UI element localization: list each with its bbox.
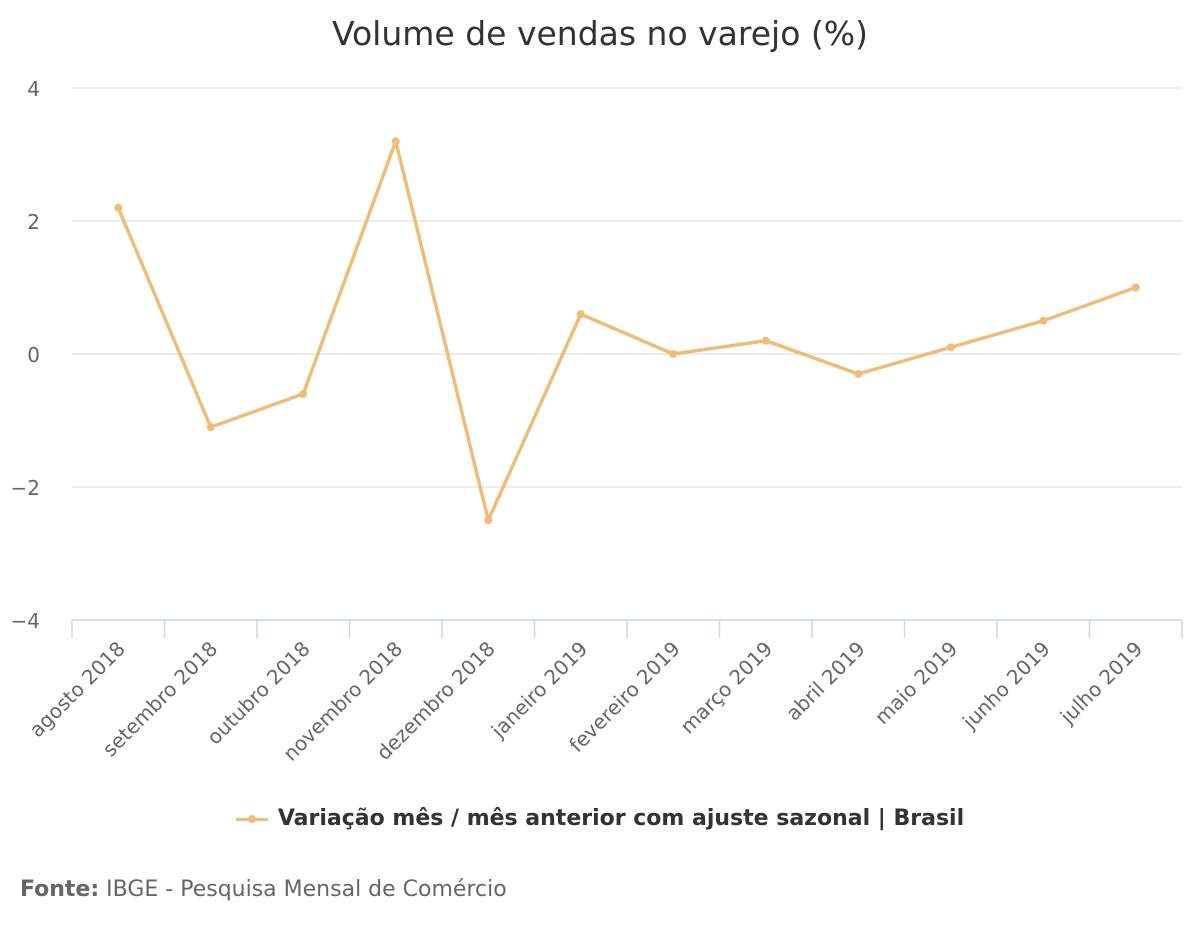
legend-swatch <box>235 811 268 827</box>
data-point[interactable] <box>484 516 493 525</box>
data-point[interactable] <box>946 343 955 352</box>
x-tick-label: junho 2019 <box>957 637 1055 735</box>
x-tick-label: abril 2019 <box>781 637 870 726</box>
data-point[interactable] <box>299 389 308 398</box>
data-point[interactable] <box>206 423 215 432</box>
y-tick-label: 4 <box>27 77 40 101</box>
data-point[interactable] <box>854 369 863 378</box>
y-axis-ticks: 4 2 0 −2 −4 <box>11 77 40 633</box>
data-point[interactable] <box>1039 316 1048 325</box>
source-note: Fonte: IBGE - Pesquisa Mensal de Comérci… <box>20 877 507 902</box>
y-tick-label: 2 <box>27 210 40 234</box>
source-label: Fonte: <box>20 877 100 902</box>
gridlines <box>72 87 1182 488</box>
x-tick-label: maio 2019 <box>870 637 962 729</box>
data-point[interactable] <box>761 336 770 345</box>
legend-label: Variação mês / mês anterior com ajuste s… <box>277 806 965 831</box>
data-point[interactable] <box>669 350 678 358</box>
chart-title: Volume de vendas no varejo (%) <box>331 14 868 53</box>
x-tick-label: julho 2019 <box>1055 637 1148 730</box>
x-tick-label: março 2019 <box>675 637 777 739</box>
source-text: IBGE - Pesquisa Mensal de Comércio <box>106 877 507 902</box>
data-point[interactable] <box>576 310 585 319</box>
series-layer <box>114 137 1140 525</box>
y-tick-label: −4 <box>11 609 40 633</box>
data-point[interactable] <box>391 137 400 146</box>
legend: Variação mês / mês anterior com ajuste s… <box>0 806 1200 831</box>
data-point[interactable] <box>114 203 123 212</box>
series-line <box>116 139 1138 522</box>
y-tick-label: −2 <box>11 476 40 500</box>
x-tick-label: agosto 2018 <box>24 637 129 742</box>
data-point[interactable] <box>1131 283 1140 292</box>
legend-dot-marker <box>247 814 256 823</box>
y-tick-label: 0 <box>27 343 40 367</box>
legend-item[interactable]: Variação mês / mês anterior com ajuste s… <box>235 806 965 831</box>
